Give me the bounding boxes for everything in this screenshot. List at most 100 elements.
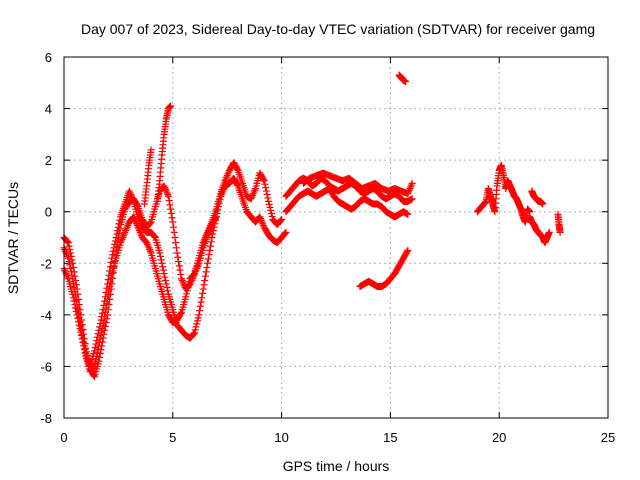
data-point bbox=[169, 218, 177, 226]
data-point bbox=[93, 333, 101, 341]
data-point bbox=[222, 173, 230, 181]
data-point bbox=[75, 309, 83, 317]
y-tick-label: 2 bbox=[45, 153, 52, 168]
data-point bbox=[185, 281, 193, 289]
series-isolated-low bbox=[356, 246, 412, 290]
data-point bbox=[75, 321, 83, 329]
data-point bbox=[199, 285, 207, 293]
data-point bbox=[218, 189, 226, 197]
data-point bbox=[61, 247, 69, 255]
data-point bbox=[160, 182, 168, 190]
data-point bbox=[175, 258, 183, 266]
data-point bbox=[256, 213, 264, 221]
data-point bbox=[214, 203, 222, 211]
data-point bbox=[207, 238, 215, 246]
data-point bbox=[102, 289, 110, 297]
data-point bbox=[106, 263, 114, 271]
data-point bbox=[539, 200, 547, 208]
data-point bbox=[61, 246, 69, 254]
data-point bbox=[233, 165, 241, 173]
y-tick-label: 0 bbox=[45, 205, 52, 220]
data-point bbox=[191, 268, 199, 276]
data-point bbox=[120, 230, 128, 238]
data-point bbox=[405, 188, 413, 196]
data-point bbox=[91, 359, 99, 367]
data-point bbox=[170, 223, 178, 231]
data-point bbox=[96, 323, 104, 331]
data-point bbox=[125, 187, 133, 195]
data-point bbox=[209, 230, 217, 238]
data-point bbox=[220, 185, 228, 193]
data-point bbox=[199, 289, 207, 297]
data-point bbox=[183, 287, 191, 295]
data-point bbox=[217, 191, 225, 199]
data-point bbox=[100, 301, 108, 309]
data-point bbox=[114, 227, 122, 235]
data-point bbox=[170, 228, 178, 236]
data-point bbox=[162, 187, 170, 195]
data-point bbox=[93, 337, 101, 345]
data-point bbox=[63, 237, 71, 245]
data-point bbox=[97, 316, 105, 324]
data-point bbox=[222, 175, 230, 183]
data-point bbox=[265, 197, 273, 205]
data-point bbox=[408, 195, 416, 203]
data-point bbox=[64, 238, 72, 246]
data-point bbox=[70, 283, 78, 291]
data-point bbox=[233, 181, 241, 189]
data-point bbox=[176, 266, 184, 274]
data-point bbox=[157, 256, 165, 264]
data-point bbox=[167, 209, 175, 217]
data-point bbox=[105, 271, 113, 279]
data-point bbox=[114, 223, 122, 231]
data-point bbox=[217, 192, 225, 200]
data-point bbox=[250, 188, 258, 196]
data-point bbox=[403, 248, 411, 256]
data-point bbox=[208, 234, 216, 241]
data-point bbox=[192, 323, 200, 331]
data-point bbox=[277, 216, 285, 224]
data-point bbox=[209, 227, 217, 235]
data-point bbox=[215, 199, 223, 207]
data-point bbox=[167, 205, 175, 213]
data-point bbox=[69, 279, 77, 287]
data-point bbox=[545, 228, 553, 236]
series-track-c bbox=[60, 174, 290, 370]
series-cluster-21 bbox=[528, 187, 547, 208]
data-point bbox=[211, 220, 219, 228]
data-point bbox=[109, 247, 117, 255]
data-point bbox=[65, 242, 73, 250]
data-point bbox=[76, 318, 84, 326]
data-point bbox=[174, 253, 182, 261]
data-point bbox=[162, 276, 170, 284]
data-point bbox=[122, 225, 130, 233]
data-point bbox=[481, 198, 489, 206]
data-point bbox=[71, 288, 79, 296]
data-point bbox=[212, 216, 220, 224]
data-point bbox=[64, 273, 72, 281]
data-point bbox=[481, 199, 489, 207]
data-point bbox=[191, 270, 199, 278]
data-point bbox=[124, 221, 132, 229]
data-point bbox=[204, 229, 212, 237]
y-tick-labels: -8 -6 -4 -2 0 2 4 6 bbox=[40, 50, 52, 426]
data-point bbox=[189, 331, 197, 339]
data-point bbox=[66, 261, 74, 269]
data-point bbox=[163, 283, 171, 291]
data-point bbox=[74, 305, 82, 313]
data-point bbox=[219, 187, 227, 195]
data-point bbox=[178, 276, 186, 284]
y-tick-label: 6 bbox=[45, 50, 52, 65]
data-point bbox=[177, 310, 185, 318]
data-point bbox=[406, 185, 414, 193]
data-point bbox=[90, 371, 98, 379]
data-point bbox=[64, 254, 72, 262]
data-point bbox=[260, 177, 268, 185]
data-point bbox=[193, 263, 201, 271]
data-point bbox=[109, 251, 117, 259]
data-point bbox=[67, 268, 75, 276]
data-point bbox=[257, 215, 265, 223]
data-point bbox=[404, 190, 412, 198]
data-point bbox=[116, 216, 124, 224]
data-point bbox=[104, 276, 112, 284]
